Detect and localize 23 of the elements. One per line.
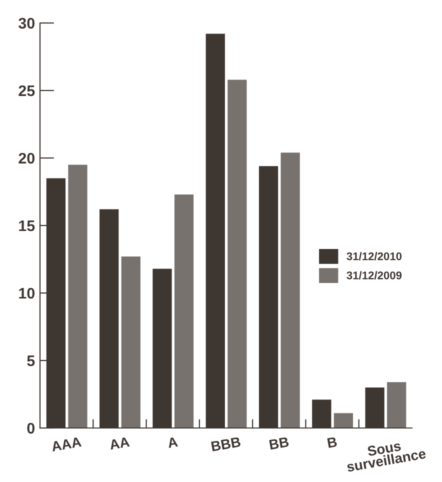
x-tick-label: B bbox=[327, 436, 338, 448]
bar bbox=[174, 194, 194, 428]
y-tick-label: 15 bbox=[19, 220, 35, 232]
y-tick-label: 30 bbox=[18, 18, 35, 29]
y-tick-label: 20 bbox=[18, 152, 35, 164]
legend-label: 31/12/2010 bbox=[346, 252, 402, 260]
x-tick-label: Sous surveillance bbox=[346, 440, 426, 472]
x-tick-label: A bbox=[167, 436, 178, 448]
bar bbox=[228, 80, 247, 428]
x-tick-label: BB bbox=[269, 436, 290, 450]
bar bbox=[334, 413, 354, 428]
y-tick-label: 0 bbox=[27, 422, 35, 434]
x-tick-label: AAA bbox=[51, 436, 82, 452]
bar bbox=[121, 256, 140, 428]
legend-label: 31/12/2009 bbox=[346, 271, 402, 280]
y-tick-label: 10 bbox=[19, 288, 35, 299]
bar bbox=[280, 152, 300, 428]
y-tick-label: 25 bbox=[18, 85, 35, 96]
bar bbox=[387, 382, 406, 428]
x-tick-label: AA bbox=[109, 436, 130, 450]
y-tick-label: 5 bbox=[27, 356, 35, 366]
bar bbox=[68, 164, 88, 428]
x-tick-label: BBB bbox=[211, 436, 241, 452]
